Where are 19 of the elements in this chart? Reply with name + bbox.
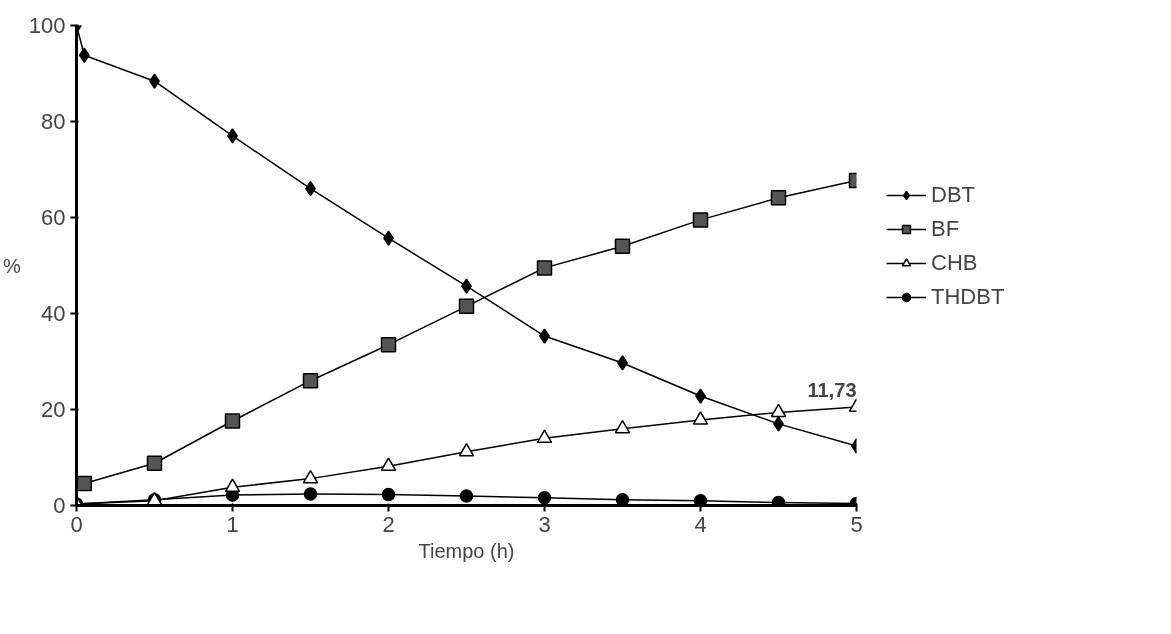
y-tick-label: 80	[41, 109, 66, 134]
x-tick-label: 4	[694, 511, 707, 537]
y-tick-label: 100	[28, 13, 66, 38]
legend-label: CHB	[931, 250, 978, 276]
x-axis-title: Tiempo (h)	[418, 539, 515, 562]
x-tick-label: 2	[382, 511, 395, 537]
x-tick-label: 1	[226, 511, 239, 537]
x-tick-label: 0	[70, 511, 83, 537]
y-tick-label: 0	[53, 493, 66, 518]
y-tick-label: 60	[41, 205, 66, 230]
x-tick-label: 5	[850, 511, 863, 537]
legend-label: DBT	[931, 182, 975, 208]
legend-label: BF	[931, 216, 960, 242]
annotation: 11,73	[807, 379, 857, 402]
y-tick-label: 40	[41, 301, 66, 326]
legend-label: THDBT	[931, 284, 1005, 310]
y-axis-title: %	[3, 254, 22, 277]
x-tick-label: 3	[538, 511, 551, 537]
y-tick-label: 20	[41, 397, 66, 422]
